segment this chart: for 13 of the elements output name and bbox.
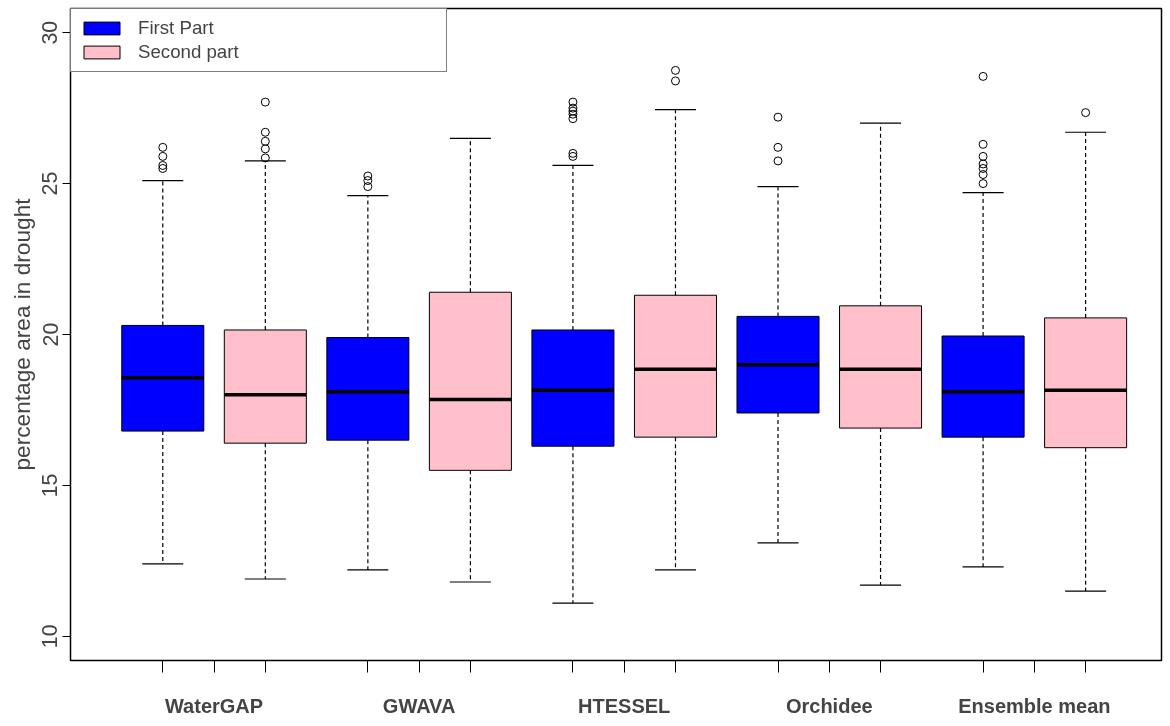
legend-label: Second part [138,41,240,63]
legend-label: First Part [138,17,215,39]
y-tick-label: 20 [38,322,63,347]
x-tick-label: GWAVA [382,694,456,717]
x-tick-label: WaterGAP [164,694,264,717]
y-tick-label: 25 [38,171,63,196]
y-tick-label: 15 [38,473,63,498]
y-tick-label: 30 [38,20,63,45]
x-tick-label: Orchidee [785,694,873,717]
x-tick-label: HTESSEL [578,694,671,717]
y-axis-title: percentage area in drought [8,197,35,471]
x-tick-label: Ensemble mean [958,694,1111,717]
y-tick-label: 10 [38,624,63,649]
